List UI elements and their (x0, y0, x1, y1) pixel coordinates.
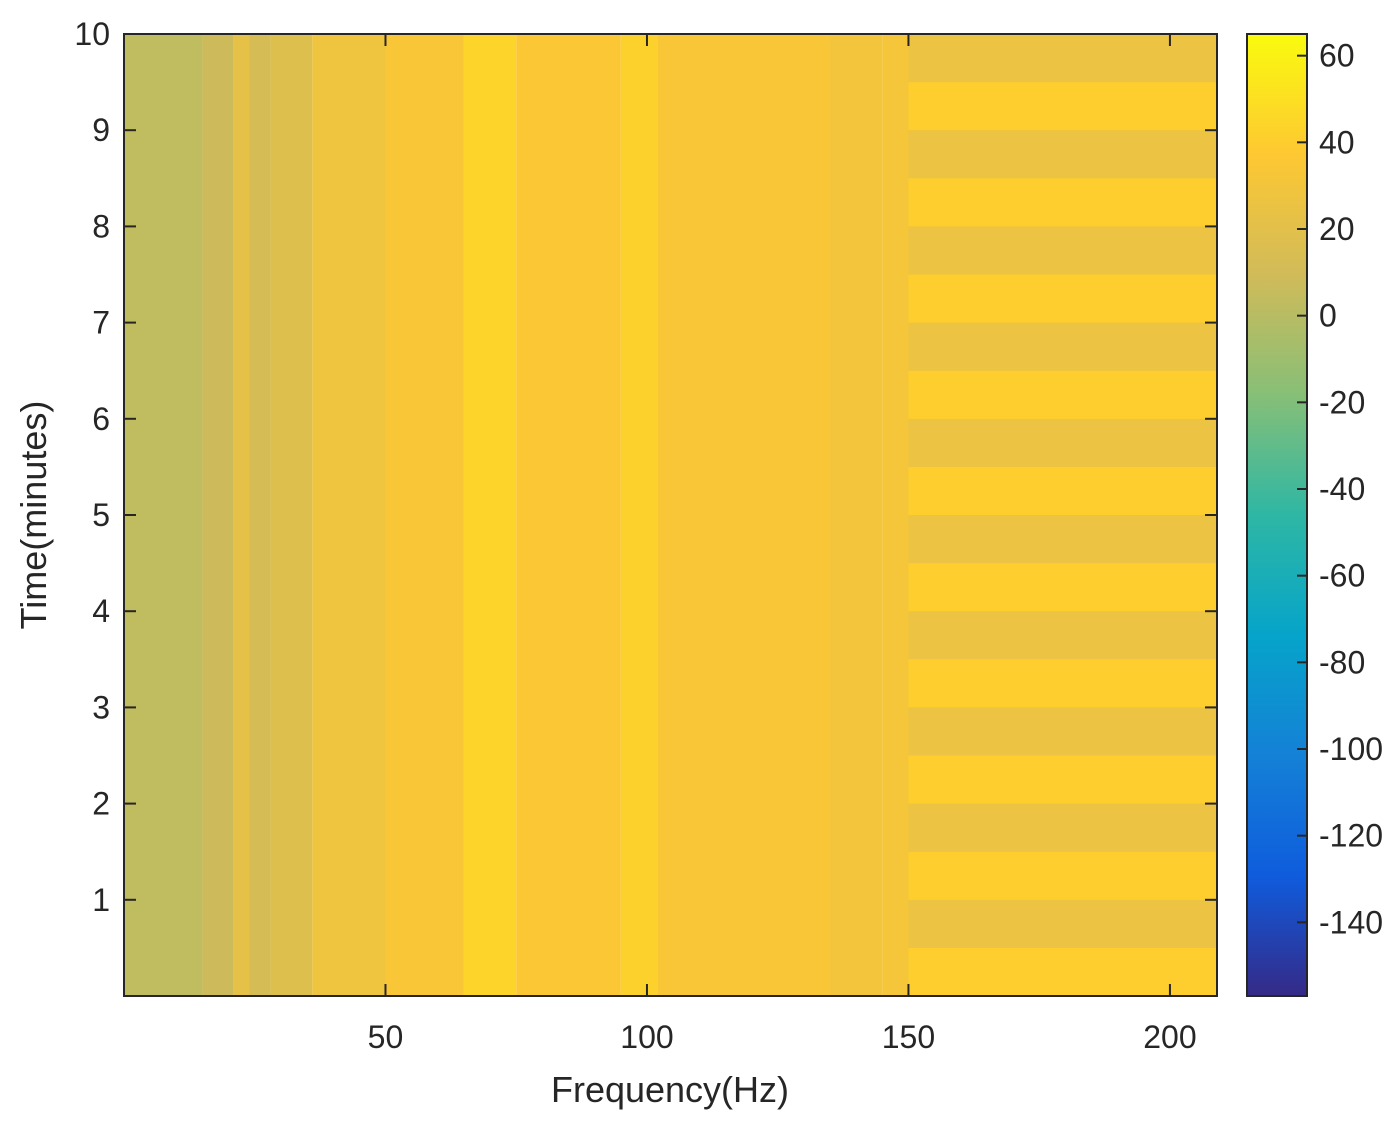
colorbar-tick-label: 0 (1319, 298, 1337, 334)
modulation-stripe-cell (908, 659, 1217, 708)
colorbar-tick-label: 60 (1319, 38, 1355, 74)
modulation-stripe-cell (908, 515, 1217, 564)
modulation-stripe-cell (908, 466, 1217, 515)
frequency-band-cell (463, 34, 517, 996)
colorbar-frame (1246, 33, 1308, 997)
y-tick-label: 9 (92, 112, 110, 148)
y-axis: 1 2 3 4 5 6 7 8 9 10 (74, 16, 1217, 918)
modulation-stripe-cell (908, 418, 1217, 467)
x-tick-label: 50 (368, 1019, 404, 1055)
frequency-band-cell (385, 34, 464, 996)
frequency-band-cell (312, 34, 386, 996)
modulation-stripe-cell (908, 178, 1217, 227)
frequency-band-cell (233, 34, 250, 996)
y-tick-label: 3 (92, 689, 110, 725)
modulation-stripe-cell (908, 851, 1217, 900)
y-tick-label: 5 (92, 497, 110, 533)
frequency-band-cell (620, 34, 658, 996)
frequency-band-cell (830, 34, 883, 996)
frequency-band-cell (124, 34, 203, 996)
y-tick-label: 6 (92, 401, 110, 437)
modulation-stripe-cell (908, 803, 1217, 852)
colorbar-tick-label: 20 (1319, 211, 1355, 247)
modulation-stripe-cell (908, 611, 1217, 660)
modulation-stripe-cell (908, 707, 1217, 756)
modulation-stripe-cell (908, 82, 1217, 131)
modulation-stripe-cell (908, 370, 1217, 419)
colorbar-tick-label: -60 (1319, 558, 1365, 594)
y-tick-label: 4 (92, 593, 110, 629)
modulation-stripe-cell (908, 755, 1217, 804)
modulation-stripe-cell (908, 563, 1217, 612)
modulation-stripe-cell (908, 130, 1217, 179)
modulation-stripe-cell (908, 947, 1217, 996)
colorbar-tick-label: -20 (1319, 384, 1365, 420)
x-tick-label: 150 (882, 1019, 935, 1055)
frequency-band-cell (202, 34, 234, 996)
colorbar-axis: 60 40 20 0 -20 -40 -60 -80 -100 -120 -140 (1297, 38, 1383, 940)
y-tick-label: 7 (92, 305, 110, 341)
colorbar-tick-label: 40 (1319, 124, 1355, 160)
colorbar-tick-label: -40 (1319, 471, 1365, 507)
colorbar-tick-label: -100 (1319, 731, 1383, 767)
x-axis: 50 100 150 200 (368, 34, 1197, 1055)
spectrogram-heatmap (124, 34, 1217, 996)
y-tick-label: 8 (92, 208, 110, 244)
modulation-stripe-cell (908, 34, 1217, 83)
frequency-band-cell (657, 34, 831, 996)
modulation-stripe-cell (908, 226, 1217, 275)
frequency-band-cell (270, 34, 313, 996)
colorbar-gradient (1247, 34, 1307, 996)
x-axis-title: Frequency(Hz) (551, 1069, 789, 1110)
colorbar-tick-label: -120 (1319, 818, 1383, 854)
frequency-band-cell (516, 34, 621, 996)
x-tick-label: 200 (1143, 1019, 1196, 1055)
modulation-stripe-cell (908, 899, 1217, 948)
colorbar-tick-label: -140 (1319, 904, 1383, 940)
frequency-band-cell (249, 34, 271, 996)
modulation-stripe-cell (908, 322, 1217, 371)
modulation-stripe-cell (908, 274, 1217, 323)
y-tick-label: 10 (74, 16, 110, 52)
y-tick-label: 2 (92, 786, 110, 822)
y-axis-title: Time(minutes) (13, 401, 54, 630)
colorbar-tick-label: -80 (1319, 644, 1365, 680)
x-tick-label: 100 (620, 1019, 673, 1055)
y-tick-label: 1 (92, 882, 110, 918)
